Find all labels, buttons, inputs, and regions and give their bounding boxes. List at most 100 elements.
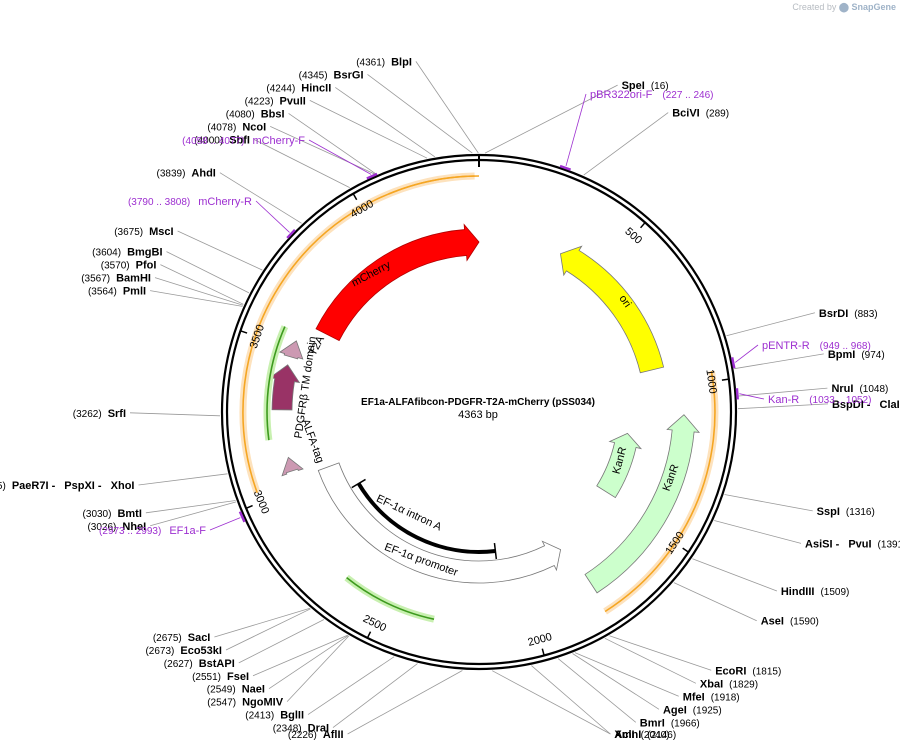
site-name: EcoRI (715, 665, 746, 677)
site-label-NruI: NruI (1048) (831, 383, 888, 395)
site-leader-BmgBI (166, 251, 250, 294)
site-label-SbfI: (4000) SbfI (194, 134, 250, 146)
site-label-BsrGI: (4345) BsrGI (299, 69, 364, 81)
snapgene-credit: Created by ⬤ SnapGene (792, 2, 896, 13)
site-position: (2226) (288, 730, 317, 741)
site-name: BsrGI (334, 69, 364, 81)
site-label-SacI: (2675) SacI (153, 632, 211, 644)
site-leader-AflII (347, 670, 463, 735)
site-name: BbsI (261, 108, 285, 120)
site-label-SrfI: (3262) SrfI (73, 408, 126, 420)
site-leader-HindIII (692, 558, 778, 592)
site-leader-AsiSI (714, 520, 802, 544)
site-position: (2549) (207, 685, 236, 696)
tick-mark-1500 (682, 547, 689, 553)
site-label-FseI: (2551) FseI (192, 671, 249, 683)
site-label-BmtI: (3030) BmtI (83, 508, 142, 520)
site-name: NgoMIV (242, 697, 284, 709)
site-name: SacI (188, 632, 211, 644)
site-leader-BglII (307, 656, 395, 715)
site-leader-BbsI (288, 113, 377, 175)
site-label-SspI: SspI (1316) (817, 506, 875, 518)
primer-leader-pBR322ori-F (565, 93, 587, 167)
site-label-PfoI: (3570) PfoI (101, 260, 157, 272)
site-name: SbfI (229, 134, 250, 146)
site-position: (1391) (878, 539, 900, 550)
site-position: (1918) (711, 692, 740, 703)
site-label-PvuII: (4223) PvuII (245, 95, 306, 107)
site-label-BciVI: BciVI (289) (672, 108, 729, 120)
plasmid-length: 4363 bp (458, 409, 498, 421)
tick-label-3000: 3000 (251, 489, 271, 516)
site-position: (1590) (790, 617, 819, 628)
site-name: HindIII (781, 586, 815, 598)
site-name: AflII (323, 729, 344, 741)
site-position: (3105) (0, 481, 6, 492)
intron-cap-0 (493, 543, 498, 560)
tick-mark-1000 (721, 378, 729, 381)
site-leader-BstAPI (238, 619, 325, 664)
site-label-NheI: (3026) NheI (87, 521, 146, 533)
tick-mark-3500 (240, 330, 248, 334)
site-label-XbaI: XbaI (1829) (700, 678, 758, 690)
site-leader-PaeR7I (138, 473, 228, 486)
site-label-BbsI: (4080) BbsI (226, 108, 285, 120)
primer-text: (949 .. 968) (820, 341, 871, 352)
site-label-BlpI: (4361) BlpI (356, 56, 412, 68)
site-name: AhdI (191, 168, 215, 180)
tick-label-500: 500 (622, 226, 644, 247)
primer-leader-Kan-R (739, 393, 765, 400)
site-name: BamHI (116, 273, 151, 285)
site-position: (3567) (81, 274, 110, 285)
site-leader-EcoRI (609, 635, 712, 671)
site-leader-BmtI (145, 500, 236, 514)
primer-mark-EF1a-F (238, 511, 246, 523)
primer-label-EF1a-F: (2973 .. 2993) EF1a-F (99, 525, 206, 537)
site-position: (1316) (846, 507, 875, 518)
site-position: (2675) (153, 633, 182, 644)
site-position: (1966) (671, 718, 700, 729)
site-leader-MscI (177, 230, 263, 271)
site-position: (3570) (101, 261, 130, 272)
tick-label-1000: 1000 (703, 369, 718, 395)
site-label-Eco53kI: (2673) Eco53kI (145, 645, 222, 657)
site-label-BspDI: BspDI - ClaI(1082) (832, 399, 900, 411)
site-label-BmgBI: (3604) BmgBI (92, 247, 162, 259)
primer-text: (1033 .. 1052) (809, 395, 871, 406)
site-position: (3839) (157, 169, 186, 180)
site-position: (2551) (192, 672, 221, 683)
primer-text: (227 .. 246) (662, 90, 713, 101)
tick-mark-2500 (366, 631, 372, 639)
site-name: XbaI (700, 678, 723, 690)
site-name: NcoI (242, 121, 266, 133)
primer-mark-mCherry-R (286, 228, 296, 239)
site-position: (4000) (194, 135, 223, 146)
site-leader-SrfI (129, 412, 221, 417)
site-position: (3564) (88, 287, 117, 298)
site-label-BsrDI: BsrDI (883) (819, 308, 878, 320)
primer-mark-Kan-R (735, 388, 739, 400)
site-leader-NcoI (270, 126, 376, 175)
site-label-NaeI: (2549) NaeI (207, 684, 265, 696)
orf-arc-top (388, 175, 480, 195)
site-name: NruI (831, 383, 853, 395)
site-leader-AgeI (572, 653, 660, 710)
primer-leader-pENTR-R (735, 344, 759, 363)
tick-label-4000: 4000 (349, 198, 376, 221)
credit-brand: SnapGene (851, 2, 896, 12)
site-leader-PfoI (160, 264, 244, 305)
primer-leader-mCherry-R (255, 200, 290, 233)
site-position: (1509) (820, 587, 849, 598)
site-position: (2146) (647, 730, 676, 741)
site-name: NheI (122, 521, 146, 533)
primer-text: Kan-R (768, 394, 799, 406)
primer-mark-pENTR-R (730, 357, 736, 369)
primer-text: (3790 .. 3808) (128, 197, 190, 208)
site-name: DraI (308, 723, 329, 735)
site-leader-XmnI (492, 670, 611, 735)
site-leader-SacI (214, 607, 311, 638)
site-position: (3030) (83, 509, 112, 520)
mcherry-feature (315, 223, 480, 342)
site-label-XmnI: XmnI (2146) (614, 729, 676, 741)
primer-leader-mCherry-F (308, 139, 372, 175)
